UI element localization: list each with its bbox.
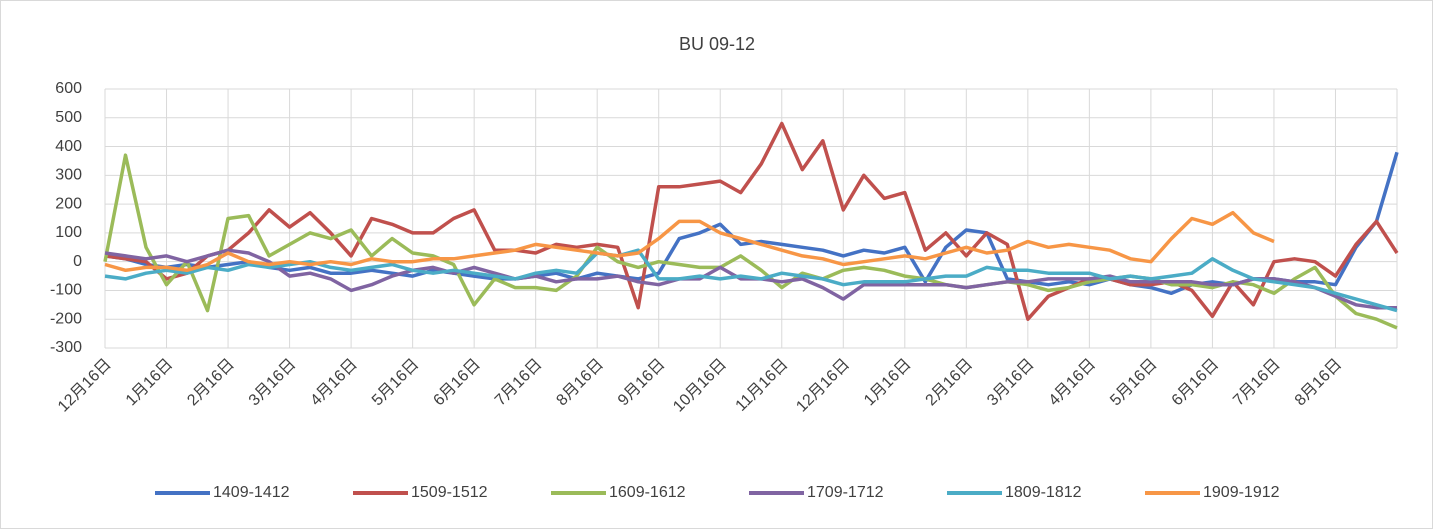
series-line <box>104 210 1275 273</box>
series-line <box>103 153 1398 330</box>
legend-label: 1909-1912 <box>1203 484 1280 501</box>
y-tick-label: -200 <box>50 310 82 327</box>
legend-label: 1509-1512 <box>411 484 488 501</box>
y-tick-label: 600 <box>55 80 82 97</box>
legend-label: 1409-1412 <box>213 484 290 501</box>
y-tick-label: 200 <box>55 195 82 212</box>
legend-label: 1709-1712 <box>807 484 884 501</box>
y-tick-label: 300 <box>55 167 82 184</box>
legend-label: 1809-1812 <box>1005 484 1082 501</box>
legend-label: 1609-1612 <box>609 484 686 501</box>
y-tick-label: 500 <box>55 109 82 126</box>
y-tick-label: -300 <box>50 339 82 356</box>
y-tick-label: 100 <box>55 224 82 241</box>
y-tick-label: 0 <box>73 253 82 270</box>
chart-title: BU 09-12 <box>679 34 755 54</box>
y-tick-label: -100 <box>50 282 82 299</box>
y-tick-label: 400 <box>55 138 82 155</box>
